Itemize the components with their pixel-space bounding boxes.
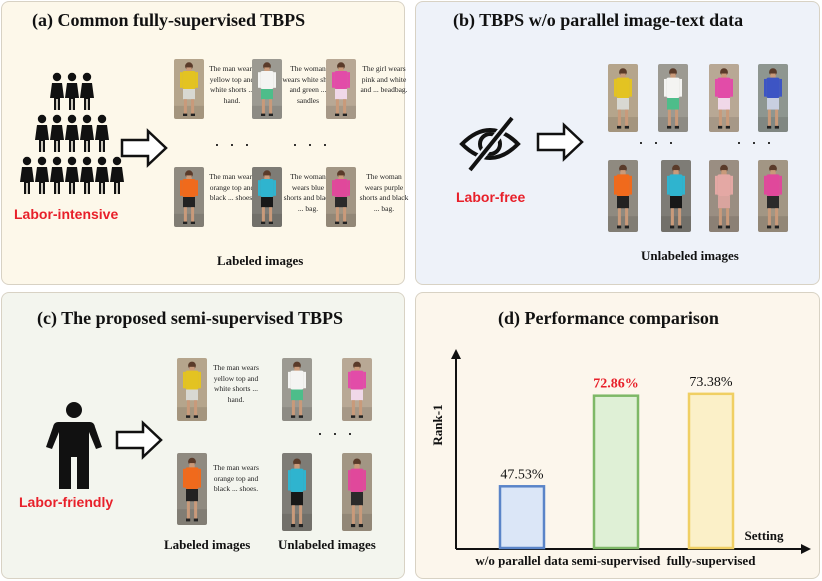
x-axis-arrowhead bbox=[801, 544, 811, 554]
bar bbox=[687, 392, 735, 550]
person-image bbox=[282, 453, 312, 531]
panel-b: (b) TBPS w/o parallel image-text data La… bbox=[415, 1, 820, 285]
panel-c-title: (c) The proposed semi-supervised TBPS bbox=[37, 308, 344, 328]
person-image bbox=[326, 167, 356, 227]
person-image bbox=[342, 358, 372, 421]
person-silhouette bbox=[50, 114, 64, 152]
person-silhouette bbox=[50, 156, 64, 194]
person-image bbox=[608, 160, 638, 232]
caption-text: The man wears orange top and black ... s… bbox=[209, 172, 255, 202]
person-silhouette bbox=[95, 156, 109, 194]
ellipsis: · · · bbox=[736, 132, 774, 152]
y-axis-label: Rank-1 bbox=[430, 404, 445, 445]
person-image bbox=[174, 167, 204, 227]
person-image bbox=[177, 453, 207, 525]
panel-a: (a) Common fully-supervised TBPS Labor-i… bbox=[1, 1, 408, 285]
person-silhouette bbox=[80, 156, 94, 194]
person-image bbox=[252, 167, 282, 227]
ellipsis: · · · bbox=[638, 132, 676, 152]
bar bbox=[592, 394, 640, 550]
person-silhouette bbox=[95, 114, 109, 152]
caption-text: The man wears yellow top and white short… bbox=[209, 64, 255, 105]
ellipsis: · · · bbox=[292, 134, 330, 154]
caption-text: The girl wears pink and white and ... be… bbox=[360, 64, 408, 94]
bar-value-label: 47.53% bbox=[500, 467, 544, 482]
eye-off-icon bbox=[459, 115, 521, 173]
person-image bbox=[174, 59, 204, 119]
caption-text: The man wears orange top and black ... s… bbox=[213, 463, 259, 493]
right-arrow-icon bbox=[536, 122, 584, 162]
category-tick-label: semi-supervised bbox=[572, 553, 662, 568]
labor-intensive-label: Labor-intensive bbox=[14, 206, 119, 222]
ellipsis: · · · bbox=[214, 134, 252, 154]
category-tick-label: w/o parallel data bbox=[475, 553, 569, 568]
unlabeled-images-caption: Unlabeled images bbox=[278, 537, 376, 552]
person-image bbox=[758, 160, 788, 232]
person-silhouette bbox=[50, 72, 64, 110]
person-silhouette bbox=[65, 72, 79, 110]
person-image bbox=[342, 453, 372, 531]
person-image bbox=[326, 59, 356, 119]
panel-a-title: (a) Common fully-supervised TBPS bbox=[32, 10, 306, 30]
person-image bbox=[709, 160, 739, 232]
caption-text: The woman wears white shirt and green ..… bbox=[282, 64, 334, 105]
caption-text: The woman wears blue shorts and black ..… bbox=[283, 172, 333, 213]
panel-d-title: (d) Performance comparison bbox=[498, 308, 719, 328]
person-silhouette bbox=[65, 114, 79, 152]
person-image bbox=[252, 59, 282, 119]
person-silhouette bbox=[35, 156, 49, 194]
person-icon bbox=[46, 402, 102, 489]
x-axis-label: Setting bbox=[745, 528, 785, 543]
person-silhouette bbox=[110, 156, 124, 194]
person-image bbox=[282, 358, 312, 421]
panel-d: (d) Performance comparison Rank-1 Setting… bbox=[415, 292, 820, 579]
person-silhouette bbox=[80, 72, 94, 110]
labeled-images-caption: Labeled images bbox=[217, 253, 304, 268]
unlabeled-images-caption: Unlabeled images bbox=[641, 248, 739, 263]
bar-value-label: 73.38% bbox=[689, 375, 733, 390]
labor-free-label: Labor-free bbox=[456, 189, 526, 205]
person-image bbox=[608, 64, 638, 132]
person-image bbox=[758, 64, 788, 132]
person-image bbox=[658, 64, 688, 132]
person-silhouette bbox=[20, 156, 34, 194]
labor-friendly-label: Labor-friendly bbox=[19, 494, 114, 510]
panel-c: (c) The proposed semi-supervised TBPS La… bbox=[1, 292, 405, 579]
bar bbox=[498, 485, 546, 550]
caption-text: The man wears yellow top and white short… bbox=[213, 363, 259, 404]
ellipsis: · · · bbox=[317, 423, 355, 443]
crowd-icon bbox=[20, 72, 124, 194]
person-silhouette bbox=[80, 114, 94, 152]
person-silhouette bbox=[65, 156, 79, 194]
person-image bbox=[177, 358, 207, 421]
category-tick-label: fully-supervised bbox=[667, 553, 757, 568]
caption-text: The woman wears purple shorts and black … bbox=[359, 172, 409, 213]
bar-chart: Rank-1 Setting 47.53% w/o parallel data 72.8… bbox=[430, 349, 811, 568]
person-image bbox=[709, 64, 739, 132]
right-arrow-icon bbox=[120, 128, 168, 168]
bar-value-label: 72.86% bbox=[593, 377, 639, 392]
panel-b-title: (b) TBPS w/o parallel image-text data bbox=[453, 10, 744, 30]
y-axis-arrowhead bbox=[451, 349, 461, 359]
person-silhouette bbox=[35, 114, 49, 152]
right-arrow-icon bbox=[115, 420, 163, 460]
labeled-images-caption: Labeled images bbox=[164, 537, 251, 552]
person-image bbox=[661, 160, 691, 232]
